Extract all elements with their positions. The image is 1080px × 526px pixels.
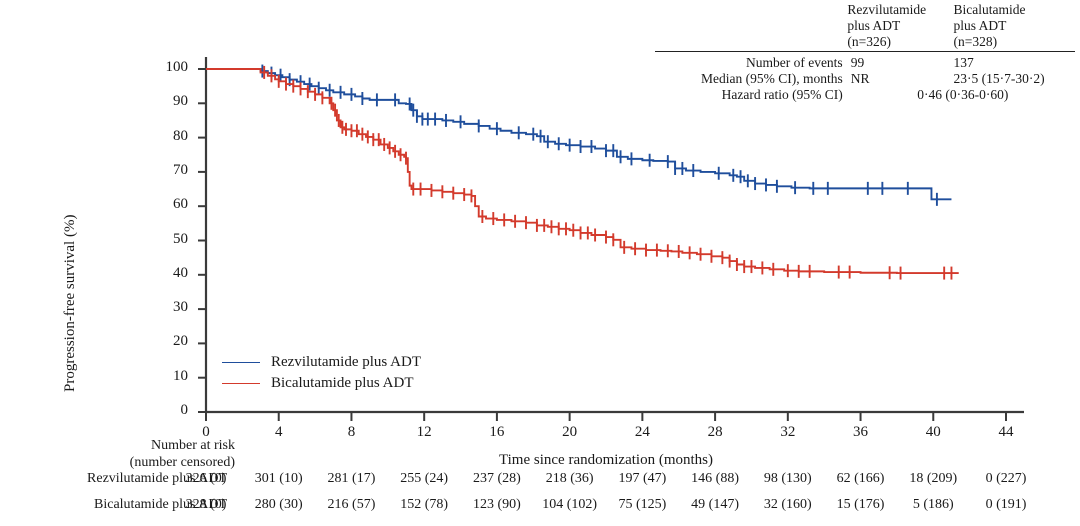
risk-cell: 152 (78) [400, 497, 449, 512]
stats-row-hazard-ratio: Hazard ratio (95% CI) 0·46 (0·36-0·60) [655, 87, 1075, 103]
stats-col-a-line1: Rezvilutamide [847, 2, 927, 17]
y-tick-label: 90 [173, 93, 188, 110]
statistics-inset-table: Rezvilutamide plus ADT (n=326) Bicalutam… [655, 2, 1075, 103]
stats-row-events: Number of events 99 137 [655, 54, 1075, 70]
y-tick-label: 80 [173, 127, 188, 144]
risk-cell: 0 (227) [985, 471, 1027, 486]
legend-line-swatch-blue [222, 362, 260, 363]
x-tick-label: 24 [634, 424, 650, 440]
risk-heading-line1: Number at risk [151, 438, 235, 453]
y-tick-label: 0 [180, 402, 189, 418]
stats-header-col-a: Rezvilutamide plus ADT (n=326) [847, 2, 953, 50]
x-tick-label: 8 [347, 424, 356, 440]
risk-cell: 218 (36) [545, 471, 594, 486]
x-tick-label: 36 [853, 424, 869, 440]
risk-row-label-bicalutamide: Bicalutamide plus ADT [94, 497, 227, 512]
x-tick-label: 12 [416, 424, 432, 440]
risk-cell: 32 (160) [763, 497, 812, 512]
stats-row-events-label: Number of events [745, 54, 843, 70]
risk-cell: 301 (10) [254, 471, 303, 486]
legend-line-swatch-red [222, 383, 260, 384]
stats-col-b-line3: (n=328) [953, 33, 998, 49]
risk-cell: 281 (17) [327, 471, 376, 486]
risk-cell: 216 (57) [327, 497, 376, 512]
x-tick-label: 20 [562, 424, 578, 440]
stats-header-row: Rezvilutamide plus ADT (n=326) Bicalutam… [655, 2, 1075, 50]
y-tick-label: 70 [173, 161, 188, 178]
risk-cell: 146 (88) [691, 471, 739, 486]
stats-row-median-label: Median (95% CI), months [700, 71, 843, 86]
risk-cell: 0 (191) [985, 497, 1027, 512]
y-axis-title: Progression-free survival (%) [62, 214, 78, 392]
risk-cell: 123 (90) [472, 497, 521, 512]
risk-cell: 255 (24) [400, 471, 449, 486]
stats-col-a-line2: plus ADT [847, 17, 901, 33]
risk-cell: 15 (176) [836, 497, 885, 512]
stats-row-median: Median (95% CI), months NR 23·5 (15·7-30… [655, 71, 1075, 87]
stats-header-col-b: Bicalutamide plus ADT (n=328) [954, 2, 1076, 50]
legend-label-rezvilutamide: Rezvilutamide plus ADT [271, 354, 421, 370]
x-tick-label: 28 [707, 424, 723, 440]
risk-cell: 280 (30) [254, 497, 303, 512]
stats-row-events-value-b: 137 [953, 54, 974, 70]
stats-table-rule [655, 51, 1075, 53]
risk-cell: 75 (125) [618, 497, 667, 512]
stats-row-hazard-value: 0·46 (0·36-0·60) [917, 87, 1009, 103]
stats-col-b-line2: plus ADT [953, 17, 1007, 33]
stats-row-median-value-a: NR [850, 71, 870, 86]
risk-cell: 328 (0) [185, 497, 227, 512]
x-tick-label: 44 [998, 424, 1014, 440]
x-tick-label: 0 [202, 424, 210, 440]
risk-cell: 18 (209) [909, 471, 958, 486]
legend-item-bicalutamide: Bicalutamide plus ADT [222, 373, 421, 394]
y-tick-label: 20 [173, 333, 188, 350]
y-tick-label: 50 [173, 230, 188, 247]
x-tick-label: 16 [489, 424, 505, 440]
risk-heading-line2: (number censored) [129, 455, 235, 471]
stats-row-hazard-label: Hazard ratio (95% CI) [721, 87, 843, 103]
risk-row-label-rezvilutamide: Rezvilutamide plus ADT [87, 471, 227, 486]
legend-label-bicalutamide: Bicalutamide plus ADT [271, 375, 414, 391]
risk-cell: 326 (0) [185, 471, 227, 486]
x-axis-title: Time since randomization (months) [499, 452, 713, 468]
stats-col-b-line1: Bicalutamide [953, 2, 1026, 17]
y-tick-label: 100 [165, 59, 189, 75]
stats-col-a-line3: (n=326) [847, 33, 891, 49]
x-tick-label: 4 [274, 424, 283, 440]
stats-row-events-value-a: 99 [850, 54, 865, 70]
stats-row-median-value-b: 23·5 (15·7-30·2) [953, 71, 1045, 86]
risk-cell: 62 (166) [836, 471, 885, 486]
risk-cell: 49 (147) [691, 497, 739, 512]
risk-table-heading: Number at risk (number censored) [130, 437, 235, 471]
risk-cell: 104 (102) [542, 497, 598, 512]
y-tick-label: 10 [173, 367, 188, 384]
risk-cell: 98 (130) [763, 471, 812, 486]
survival-curve-1 [206, 68, 959, 275]
y-tick-label: 60 [173, 196, 188, 213]
y-tick-label: 40 [173, 264, 188, 281]
x-tick-label: 40 [925, 424, 941, 440]
risk-cell: 197 (47) [618, 471, 667, 486]
x-tick-label: 32 [780, 424, 796, 440]
chart-legend: Rezvilutamide plus ADT Bicalutamide plus… [222, 352, 421, 394]
risk-cell: 5 (186) [912, 497, 954, 512]
legend-item-rezvilutamide: Rezvilutamide plus ADT [222, 352, 421, 373]
y-tick-label: 30 [173, 299, 188, 316]
risk-cell: 237 (28) [472, 471, 521, 486]
